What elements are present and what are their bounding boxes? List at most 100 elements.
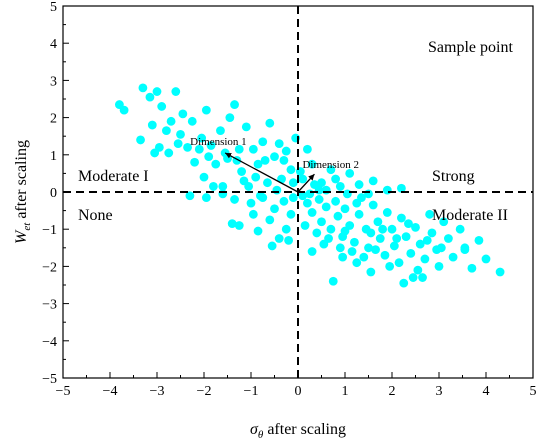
data-point: [150, 148, 160, 158]
data-point: [211, 159, 221, 169]
x-axis-label: σθ after scaling: [250, 421, 346, 441]
data-point: [216, 126, 225, 136]
x-tick-label: −2: [197, 384, 212, 399]
data-point: [197, 133, 207, 143]
data-point: [354, 209, 364, 219]
data-point: [434, 262, 444, 271]
data-point: [359, 252, 369, 262]
data-point: [209, 182, 218, 191]
data-point: [185, 191, 195, 201]
x-tick-label: −3: [150, 384, 165, 399]
x-tick-label: 0: [295, 384, 302, 399]
data-point: [481, 254, 491, 264]
data-point: [157, 102, 167, 111]
data-point: [368, 176, 378, 186]
sample-points: [115, 83, 505, 288]
quadrant-label-upper-left: Moderate I: [78, 168, 149, 185]
x-tick-label: −5: [56, 384, 71, 399]
data-point: [380, 250, 390, 260]
data-point: [166, 116, 176, 126]
x-tick-label: 1: [342, 384, 349, 399]
data-point: [375, 234, 385, 243]
data-point: [145, 92, 155, 102]
data-point: [371, 245, 380, 255]
data-point: [495, 267, 505, 277]
data-point: [418, 273, 427, 282]
data-point: [239, 176, 249, 186]
y-tick-label: 5: [50, 0, 57, 15]
data-point: [256, 191, 265, 201]
data-point: [321, 202, 331, 212]
data-point: [300, 221, 310, 230]
data-point: [173, 139, 183, 149]
y-tick-label: −3: [42, 298, 57, 313]
data-point: [324, 234, 333, 243]
data-point: [333, 211, 343, 221]
y-tick-label: 4: [50, 37, 57, 52]
y-tick-label: 3: [50, 74, 57, 89]
data-point: [460, 243, 470, 253]
data-point: [317, 217, 326, 227]
data-point: [248, 144, 258, 154]
data-point: [164, 148, 174, 158]
y-tick-label: −4: [42, 335, 57, 350]
data-point: [312, 228, 322, 238]
data-point: [288, 193, 298, 202]
data-point: [260, 155, 270, 165]
data-point: [427, 228, 437, 238]
data-point: [281, 224, 291, 234]
data-point: [340, 204, 350, 214]
data-point: [467, 263, 477, 273]
x-tick-label: −1: [244, 384, 259, 399]
data-point: [284, 235, 293, 245]
data-point: [286, 165, 296, 175]
data-point: [368, 200, 378, 210]
data-point: [411, 222, 420, 232]
data-point: [310, 180, 319, 189]
quadrant-label-upper-right: Strong: [432, 168, 475, 185]
data-point: [234, 144, 244, 154]
data-point: [352, 198, 362, 208]
data-point: [366, 228, 376, 238]
data-point: [204, 152, 214, 162]
quadrant-label-lower-left: None: [78, 207, 113, 224]
data-point: [392, 234, 402, 243]
data-point: [307, 159, 317, 169]
data-point: [397, 183, 406, 193]
data-point: [201, 105, 211, 115]
y-tick-label: 1: [50, 149, 57, 164]
data-point: [176, 129, 185, 139]
data-point: [326, 224, 336, 234]
data-point: [230, 195, 239, 204]
data-point: [338, 252, 348, 262]
data-point: [303, 198, 312, 208]
data-point: [171, 87, 181, 96]
legend-text: Sample point: [428, 39, 513, 56]
data-point: [230, 100, 239, 109]
data-point: [382, 185, 392, 195]
x-tick-label: 4: [483, 384, 490, 399]
data-point: [253, 159, 263, 169]
data-point: [234, 221, 244, 230]
y-tick-label: −5: [42, 372, 57, 387]
data-point: [305, 189, 315, 199]
data-point: [265, 215, 275, 225]
data-point: [444, 234, 453, 243]
dimension-vectors: Dimension 1 Dimension 2: [190, 136, 359, 193]
axis-ticks: −5 −4 −3 −2 −1 0 1 2 3 4 5 −5 −4 −3 −2 −1 0 1 2 3 4 5: [42, 0, 536, 399]
y-tick-label: 2: [50, 112, 57, 127]
dimension-vector-2: [297, 173, 315, 193]
data-point: [352, 258, 362, 268]
data-point: [331, 196, 340, 206]
data-point: [225, 113, 235, 122]
data-point: [394, 258, 404, 268]
data-point: [288, 178, 298, 188]
data-point: [389, 241, 399, 251]
data-point: [399, 278, 409, 288]
data-point: [263, 178, 272, 188]
y-tick-label: −2: [42, 260, 57, 275]
x-tick-label: 2: [389, 384, 396, 399]
data-point: [187, 116, 197, 126]
data-point: [425, 209, 434, 219]
data-point: [298, 191, 308, 201]
